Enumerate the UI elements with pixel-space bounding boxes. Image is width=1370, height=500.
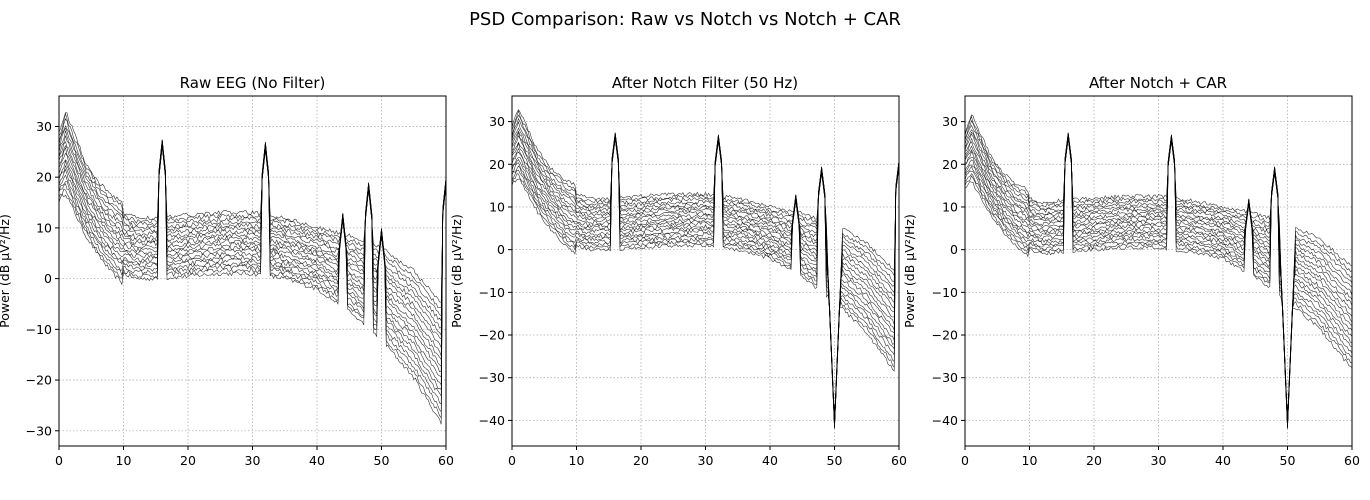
y-tick-label: 10	[489, 199, 505, 214]
y-tick-label: −40	[479, 413, 505, 428]
channel-line	[59, 125, 446, 322]
channel-traces	[965, 114, 1352, 429]
y-tick-label: 0	[497, 242, 505, 257]
y-tick-label: −30	[26, 423, 52, 438]
x-tick-label: 50	[1280, 453, 1296, 468]
x-tick-label: 10	[1022, 453, 1038, 468]
x-tick-label: 0	[508, 453, 516, 468]
x-tick-label: 0	[55, 453, 63, 468]
channel-line	[965, 124, 1352, 424]
y-tick-label: −40	[932, 413, 958, 428]
channel-line	[512, 127, 899, 425]
y-tick-label: 20	[36, 170, 52, 185]
x-tick-label: 10	[569, 453, 585, 468]
x-tick-label: 30	[245, 453, 261, 468]
x-tick-label: 50	[374, 453, 390, 468]
panel-title-notch: After Notch Filter (50 Hz)	[612, 74, 798, 92]
x-tick-label: 40	[309, 453, 325, 468]
channel-line	[512, 109, 899, 421]
channel-line	[512, 131, 899, 427]
channel-line	[965, 131, 1352, 425]
channel-traces	[59, 112, 446, 425]
channel-line	[512, 117, 899, 424]
panel-notch-car: After Notch + CAR Power (dB µV²/Hz) 0 10 2…	[902, 74, 1360, 468]
channel-line	[965, 133, 1352, 427]
channel-line	[965, 133, 1352, 428]
y-tick-label: 0	[950, 242, 958, 257]
y-tick-label: −10	[932, 285, 958, 300]
channel-line	[512, 130, 899, 426]
x-tick-label: 20	[180, 453, 196, 468]
y-axis-label-notch-car: Power (dB µV²/Hz)	[902, 214, 917, 328]
y-tick-label: −20	[26, 373, 52, 388]
x-tick-label: 20	[1086, 453, 1102, 468]
channel-line	[965, 114, 1352, 421]
x-tick-label: 20	[633, 453, 649, 468]
y-tick-label: 30	[36, 119, 52, 134]
channel-line	[965, 129, 1352, 425]
axes-frame-notch	[511, 95, 900, 447]
y-tick-label: −30	[479, 370, 505, 385]
channel-traces	[512, 109, 899, 429]
channel-line	[59, 139, 446, 361]
channel-line	[59, 112, 446, 303]
channel-line	[965, 115, 1352, 422]
channel-line	[512, 109, 899, 422]
x-tick-label: 50	[827, 453, 843, 468]
y-tick-label: 30	[942, 114, 958, 129]
channel-line	[512, 132, 899, 429]
x-tick-label: 60	[891, 453, 907, 468]
channel-line	[59, 113, 446, 309]
plot-area-raw: 0 10 20 30 40 50 60 −30 −20 −10 0 10 20 30	[26, 95, 454, 468]
axes-frame-notch-car	[964, 95, 1353, 447]
y-tick-label: 20	[942, 157, 958, 172]
y-tick-label: −30	[932, 370, 958, 385]
x-tick-label: 60	[1344, 453, 1360, 468]
y-tick-label: 0	[44, 271, 52, 286]
plot-area-notch-car: 0 10 20 30 40 50 60 −40 −30 −20 −10 0 10 20 30	[932, 95, 1360, 468]
channel-line	[59, 130, 446, 337]
y-axis-label-raw: Power (dB µV²/Hz)	[0, 214, 12, 328]
y-tick-label: −10	[479, 285, 505, 300]
y-tick-label: −20	[479, 328, 505, 343]
y-tick-label: 10	[942, 199, 958, 214]
plot-area-notch: 0 10 20 30 40 50 60 −40 −30 −20 −10 0 10 20 30	[479, 95, 907, 468]
x-tick-label: 30	[698, 453, 714, 468]
y-tick-label: −10	[26, 322, 52, 337]
x-tick-label: 60	[438, 453, 454, 468]
y-tick-label: 10	[36, 220, 52, 235]
x-tick-label: 10	[116, 453, 132, 468]
panel-notch: After Notch Filter (50 Hz) Power (dB µV²…	[449, 74, 907, 468]
channel-line	[59, 135, 446, 340]
axes-frame-raw	[58, 95, 447, 447]
channel-line	[59, 127, 446, 329]
channel-line	[965, 133, 1352, 426]
y-tick-label: 30	[489, 114, 505, 129]
x-tick-label: 40	[762, 453, 778, 468]
y-tick-label: −20	[932, 328, 958, 343]
channel-line	[59, 140, 446, 356]
y-axis-label-notch: Power (dB µV²/Hz)	[449, 214, 464, 328]
panel-title-notch-car: After Notch + CAR	[1089, 74, 1227, 92]
panel-raw: Raw EEG (No Filter) Power (dB µV²/Hz) 0 1…	[0, 74, 454, 468]
x-tick-label: 30	[1151, 453, 1167, 468]
y-tick-label: 20	[489, 157, 505, 172]
panel-title-raw: Raw EEG (No Filter)	[180, 74, 326, 92]
channel-line	[512, 133, 899, 428]
x-tick-label: 0	[961, 453, 969, 468]
channel-line	[512, 120, 899, 425]
x-tick-label: 40	[1215, 453, 1231, 468]
figure-title: PSD Comparison: Raw vs Notch vs Notch + …	[469, 9, 901, 30]
